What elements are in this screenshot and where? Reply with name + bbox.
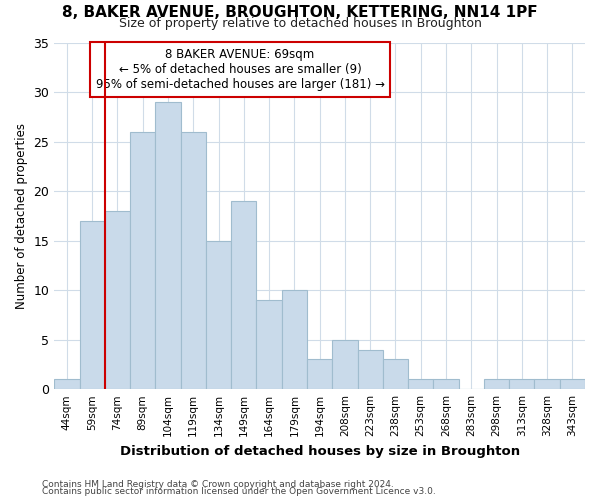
Bar <box>383 360 408 389</box>
Bar <box>484 380 509 389</box>
Bar <box>54 380 80 389</box>
Bar <box>130 132 155 389</box>
X-axis label: Distribution of detached houses by size in Broughton: Distribution of detached houses by size … <box>119 444 520 458</box>
Bar <box>282 290 307 389</box>
Bar <box>80 221 105 389</box>
Y-axis label: Number of detached properties: Number of detached properties <box>15 123 28 309</box>
Bar <box>332 340 358 389</box>
Text: Contains HM Land Registry data © Crown copyright and database right 2024.: Contains HM Land Registry data © Crown c… <box>42 480 394 489</box>
Bar <box>206 240 231 389</box>
Bar <box>535 380 560 389</box>
Text: Contains public sector information licensed under the Open Government Licence v3: Contains public sector information licen… <box>42 488 436 496</box>
Bar <box>155 102 181 389</box>
Text: 8 BAKER AVENUE: 69sqm
← 5% of detached houses are smaller (9)
95% of semi-detach: 8 BAKER AVENUE: 69sqm ← 5% of detached h… <box>95 48 385 90</box>
Bar <box>560 380 585 389</box>
Bar <box>307 360 332 389</box>
Bar <box>105 211 130 389</box>
Bar <box>408 380 433 389</box>
Bar <box>181 132 206 389</box>
Bar <box>433 380 458 389</box>
Bar <box>256 300 282 389</box>
Text: 8, BAKER AVENUE, BROUGHTON, KETTERING, NN14 1PF: 8, BAKER AVENUE, BROUGHTON, KETTERING, N… <box>62 5 538 20</box>
Text: Size of property relative to detached houses in Broughton: Size of property relative to detached ho… <box>119 18 481 30</box>
Bar <box>358 350 383 389</box>
Bar <box>509 380 535 389</box>
Bar <box>231 201 256 389</box>
